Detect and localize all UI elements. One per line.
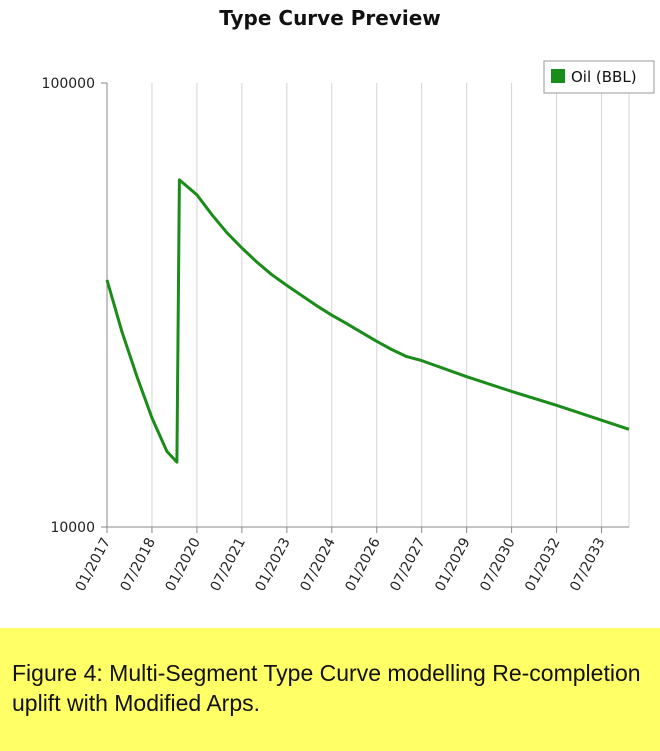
x-tick-label: 01/2020 bbox=[163, 535, 204, 594]
legend: Oil (BBL) bbox=[543, 60, 655, 94]
legend-swatch bbox=[551, 69, 565, 83]
y-tick-label: 10000 bbox=[50, 520, 95, 536]
x-tick-label: 07/2024 bbox=[297, 535, 338, 594]
series-layer bbox=[105, 178, 630, 464]
x-tick-label: 01/2026 bbox=[342, 535, 383, 594]
x-tick-label: 07/2018 bbox=[118, 535, 159, 594]
axes bbox=[101, 82, 629, 533]
grid-lines bbox=[151, 83, 630, 527]
chart-title: Type Curve Preview bbox=[219, 6, 441, 30]
x-tick-label: 07/2027 bbox=[387, 535, 428, 594]
legend-label: Oil (BBL) bbox=[571, 68, 637, 86]
figure-caption: Figure 4: Multi-Segment Type Curve model… bbox=[0, 628, 660, 751]
x-tick-label: 07/2021 bbox=[207, 535, 248, 594]
series-line-oil bbox=[105, 178, 630, 464]
x-tick-label: 01/2032 bbox=[522, 535, 563, 594]
y-tick-labels: 100000 10000 bbox=[42, 76, 95, 536]
x-tick-label: 01/2029 bbox=[432, 535, 473, 594]
x-tick-label: 01/2017 bbox=[73, 535, 114, 594]
x-tick-labels: 01/2017 07/2018 01/2020 07/2021 01/2023 07/20… bbox=[73, 535, 609, 594]
type-curve-chart: 100000 10000 01/2017 07/2018 01/2020 07/2021… bbox=[42, 60, 655, 594]
x-tick-label: 07/2030 bbox=[477, 535, 518, 594]
x-tick-label: 07/2033 bbox=[567, 535, 608, 594]
y-tick-label: 100000 bbox=[42, 76, 95, 92]
x-tick-label: 01/2023 bbox=[252, 535, 293, 594]
